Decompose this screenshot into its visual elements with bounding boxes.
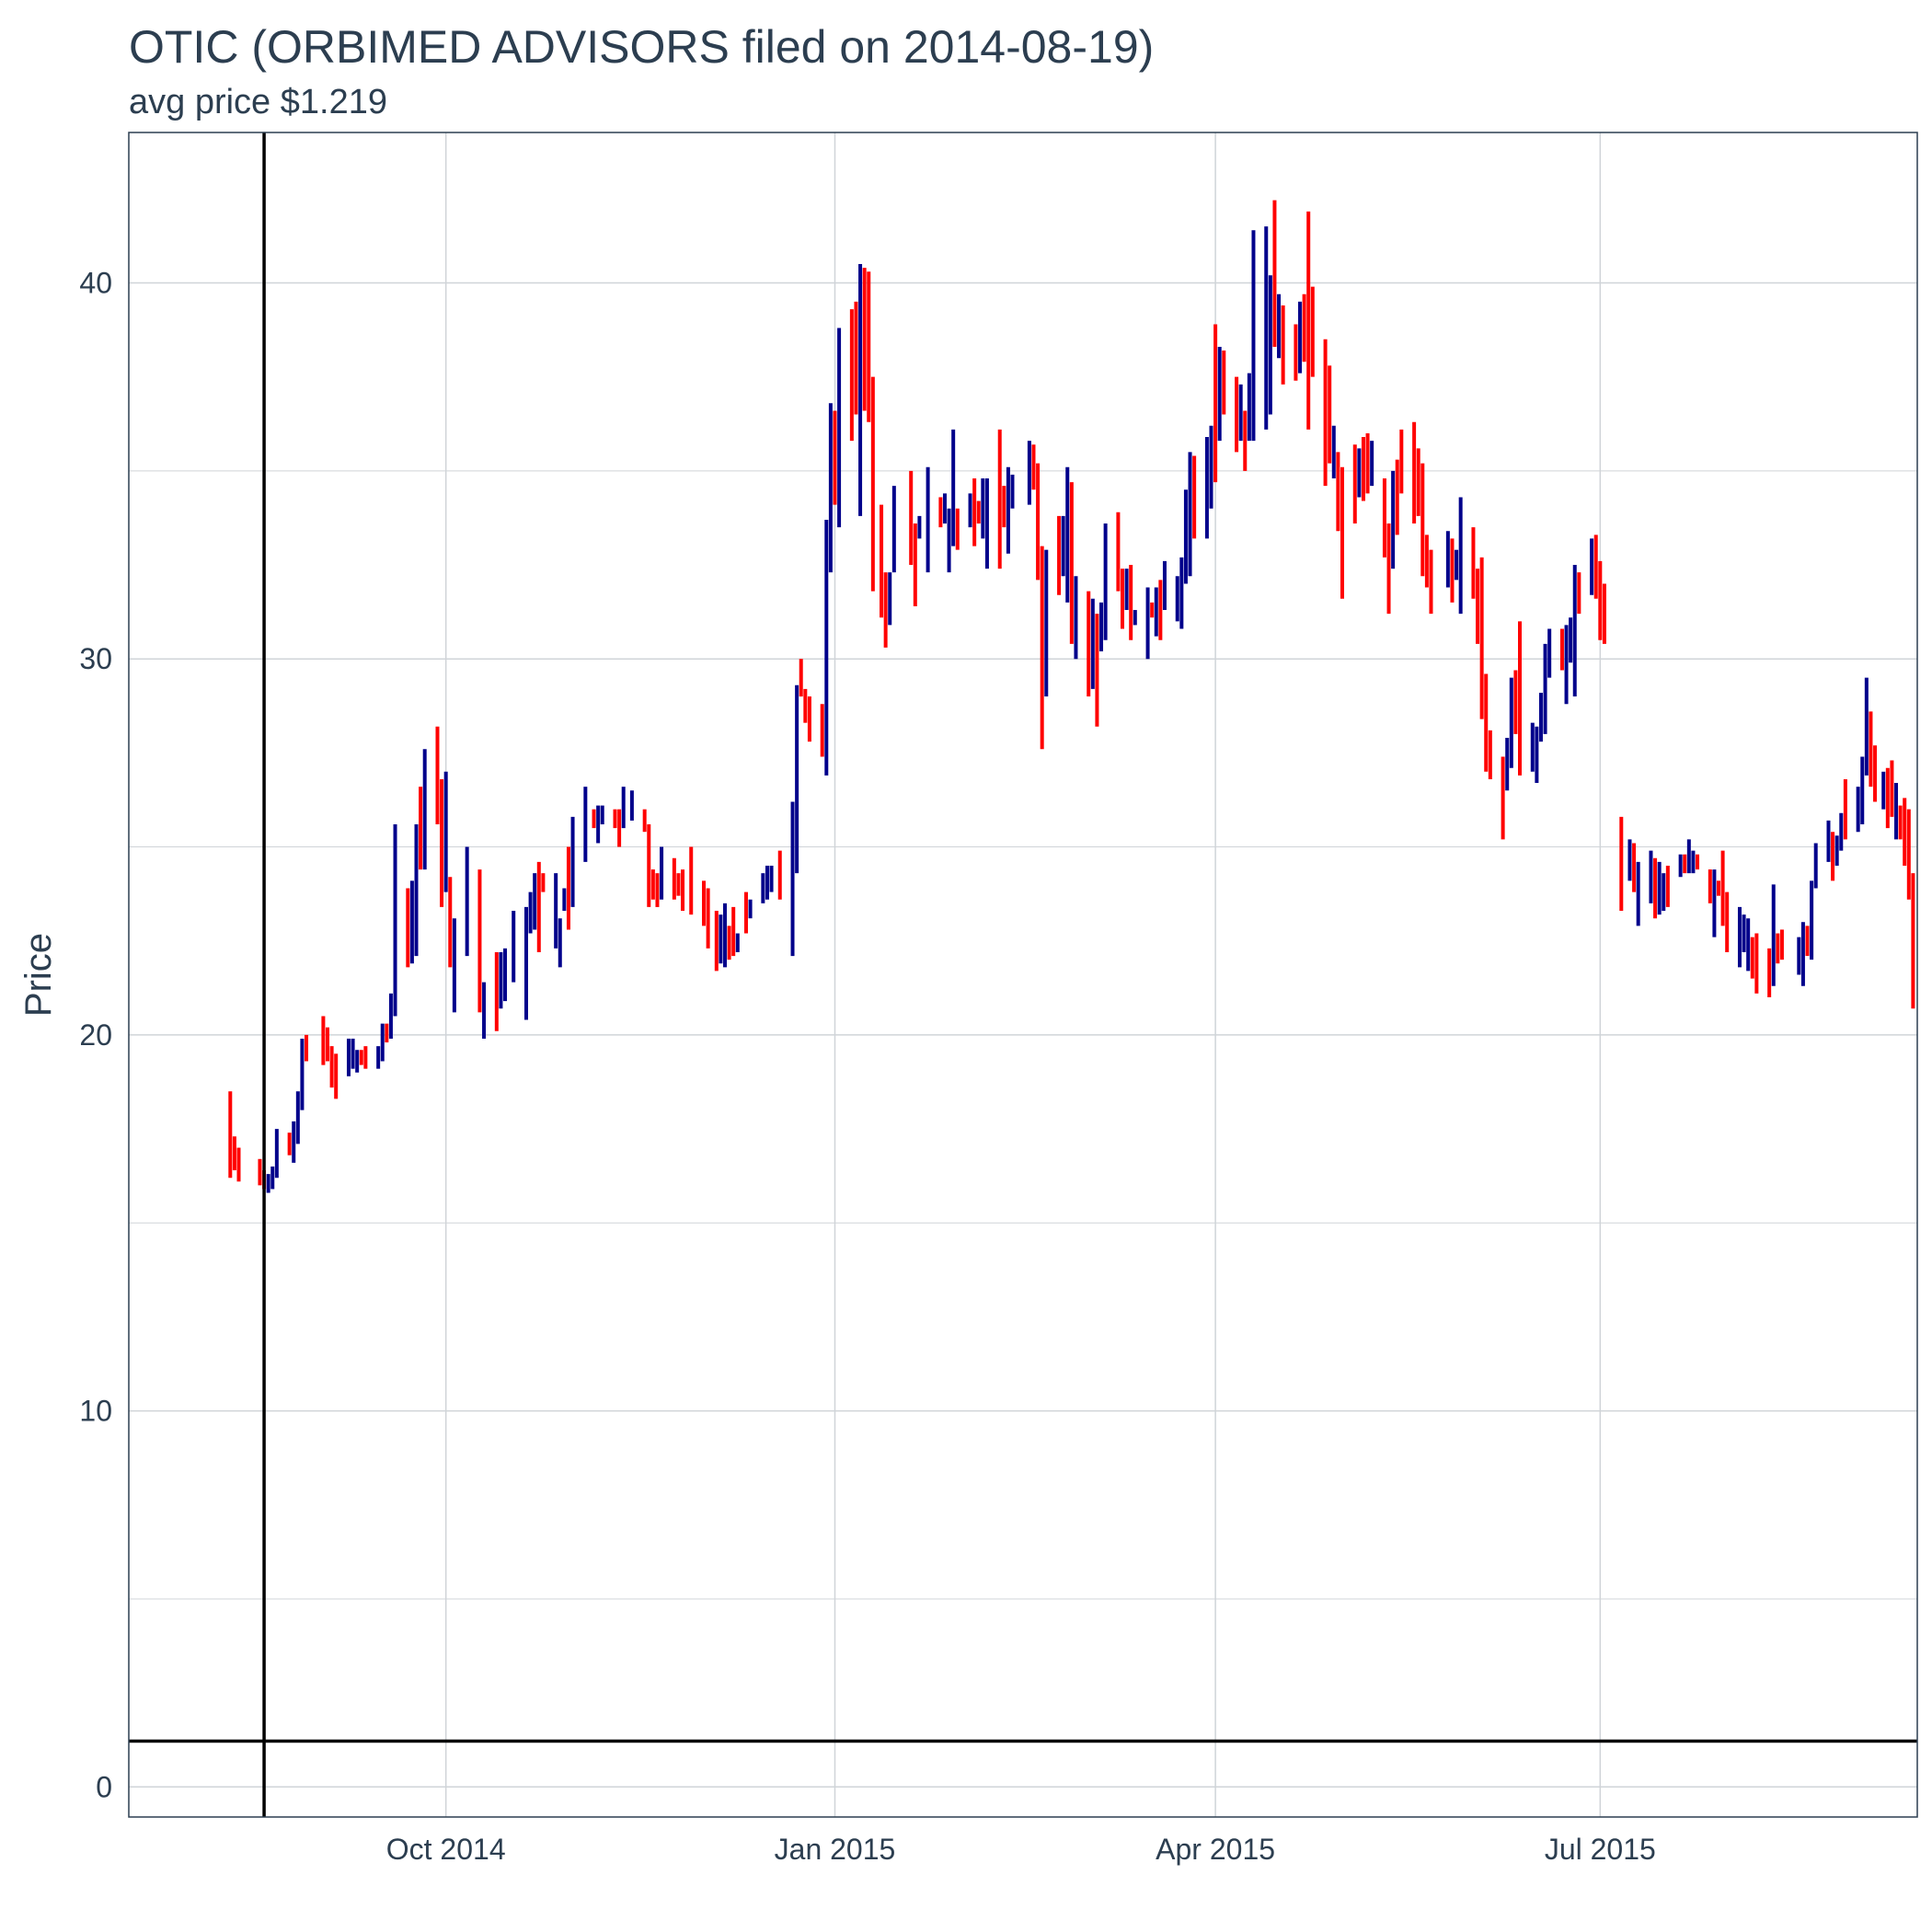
price-bars	[228, 200, 1915, 1193]
x-tick-label: Jul 2015	[1545, 1833, 1656, 1866]
reference-lines	[129, 132, 1917, 1817]
y-tick-label: 30	[79, 642, 112, 675]
x-tick-label: Oct 2014	[386, 1833, 506, 1866]
y-tick-label: 20	[79, 1018, 112, 1052]
plot-panel-border	[128, 132, 1918, 1818]
x-tick-label: Jan 2015	[775, 1833, 896, 1866]
chart-subtitle: avg price $1.219	[129, 83, 387, 121]
chart-title: OTIC (ORBIMED ADVISORS filed on 2014-08-…	[129, 21, 1155, 73]
y-tick-label: 40	[79, 266, 112, 299]
y-axis-title: Price	[18, 933, 59, 1017]
x-axis-ticks: Oct 2014 Jan 2015 Apr 2015 Jul 2015	[386, 1833, 1656, 1866]
x-tick-label: Apr 2015	[1156, 1833, 1275, 1866]
y-tick-label: 0	[96, 1770, 112, 1803]
y-tick-label: 10	[79, 1395, 112, 1428]
grid-lines	[129, 132, 1917, 1817]
y-axis-ticks: 0 10 20 30 40	[79, 266, 112, 1803]
